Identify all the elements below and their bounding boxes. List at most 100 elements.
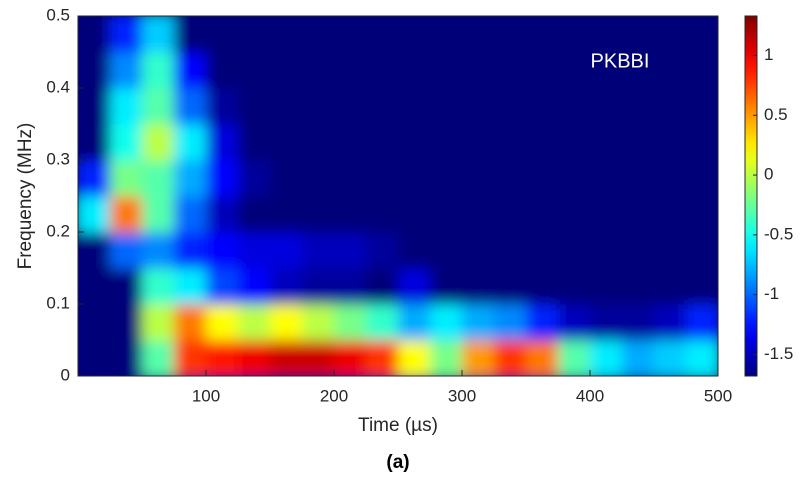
heatmap-cell: [110, 340, 143, 376]
heatmap-cell: [494, 16, 527, 53]
y-tick-label: 0.3: [46, 149, 70, 168]
heatmap-cell: [366, 160, 399, 197]
heatmap-cell: [238, 196, 271, 233]
heatmap-cell: [366, 16, 399, 53]
heatmap-cell: [654, 16, 687, 53]
heatmap-cell: [334, 268, 367, 305]
y-axis-label: Frequency (MHz): [15, 123, 36, 270]
heatmap-cell: [174, 268, 207, 305]
heatmap-cell: [462, 340, 495, 376]
heatmap-cell: [334, 196, 367, 233]
heatmap-cell: [622, 124, 655, 161]
heatmap-cell: [270, 196, 303, 233]
heatmap-cell: [238, 124, 271, 161]
heatmap-cell: [526, 160, 559, 197]
heatmap-cell: [174, 160, 207, 197]
heatmap-cell: [142, 160, 175, 197]
heatmap-cell: [110, 160, 143, 197]
heatmap-cell: [430, 196, 463, 233]
heatmap-cell: [302, 88, 335, 125]
heatmap-cell: [398, 52, 431, 89]
heatmap-cell: [654, 52, 687, 89]
heatmap-cell: [78, 52, 111, 89]
heatmap-cell: [238, 304, 271, 341]
heatmap-cell: [78, 232, 111, 269]
heatmap-cell: [302, 160, 335, 197]
heatmap-cell: [270, 340, 303, 376]
heatmap-cell: [142, 196, 175, 233]
heatmap-cell: [142, 124, 175, 161]
heatmap-cell: [622, 232, 655, 269]
heatmap-cell: [654, 232, 687, 269]
heatmap-cell: [558, 16, 591, 53]
heatmap-cell: [78, 160, 111, 197]
heatmap-cell: [654, 196, 687, 233]
heatmap-cell: [526, 304, 559, 341]
heatmap-cell: [462, 160, 495, 197]
heatmap-cell: [430, 232, 463, 269]
heatmap-cell: [206, 268, 239, 305]
heatmap-cell: [686, 268, 718, 305]
heatmap-cell: [526, 16, 559, 53]
heatmap-cell: [78, 124, 111, 161]
heatmap-cell: [526, 52, 559, 89]
heatmap-cell: [270, 16, 303, 53]
heatmap-cell: [110, 196, 143, 233]
heatmap-cell: [78, 16, 111, 53]
heatmap-cell: [78, 88, 111, 125]
heatmap-cell: [174, 16, 207, 53]
heatmap-cell: [366, 304, 399, 341]
heatmap-cell: [302, 304, 335, 341]
heatmap-cell: [366, 232, 399, 269]
heatmap-cell: [622, 52, 655, 89]
heatmap-cell: [686, 52, 718, 89]
heatmap-cell: [462, 124, 495, 161]
heatmap-cell: [526, 340, 559, 376]
heatmap-cell: [558, 52, 591, 89]
heatmap-cell: [686, 124, 718, 161]
heatmap-cell: [622, 88, 655, 125]
annotation: PKBBI: [591, 50, 650, 72]
heatmap-cell: [110, 268, 143, 305]
heatmap-cell: [654, 268, 687, 305]
colorbar-tick-label: -1.5: [764, 344, 793, 363]
heatmap-cell: [622, 304, 655, 341]
heatmap-cell: [622, 160, 655, 197]
heatmap-cell: [334, 340, 367, 376]
heatmap-cell: [686, 304, 718, 341]
heatmap-cell: [590, 340, 623, 376]
heatmap-cell: [430, 16, 463, 53]
heatmap-cell: [430, 304, 463, 341]
heatmap-cell: [686, 88, 718, 125]
heatmap-cell: [654, 160, 687, 197]
heatmap-cell: [302, 268, 335, 305]
colorbar-tick-label: 0: [764, 165, 773, 184]
heatmap-cell: [206, 340, 239, 376]
heatmap-cell: [526, 196, 559, 233]
colorbar: [744, 15, 758, 377]
heatmap-cell: [622, 268, 655, 305]
heatmap-cell: [206, 52, 239, 89]
heatmap-cell: [494, 160, 527, 197]
heatmap-cell: [238, 160, 271, 197]
heatmap-cell: [334, 232, 367, 269]
heatmap-cell: [462, 304, 495, 341]
heatmap-cell: [366, 88, 399, 125]
heatmap-cell: [398, 16, 431, 53]
heatmap-cell: [398, 268, 431, 305]
heatmap-cell: [462, 232, 495, 269]
heatmap-cell: [174, 196, 207, 233]
heatmap-cell: [558, 124, 591, 161]
heatmap-cell: [398, 124, 431, 161]
heatmap-cell: [654, 304, 687, 341]
heatmap-cell: [206, 196, 239, 233]
heatmap-cell: [302, 196, 335, 233]
heatmap-cell: [430, 340, 463, 376]
heatmap-cell: [430, 88, 463, 125]
heatmap-cell: [334, 16, 367, 53]
heatmap-cell: [558, 160, 591, 197]
heatmap-cell: [622, 340, 655, 376]
heatmap-cell: [494, 52, 527, 89]
heatmap-cell: [366, 268, 399, 305]
